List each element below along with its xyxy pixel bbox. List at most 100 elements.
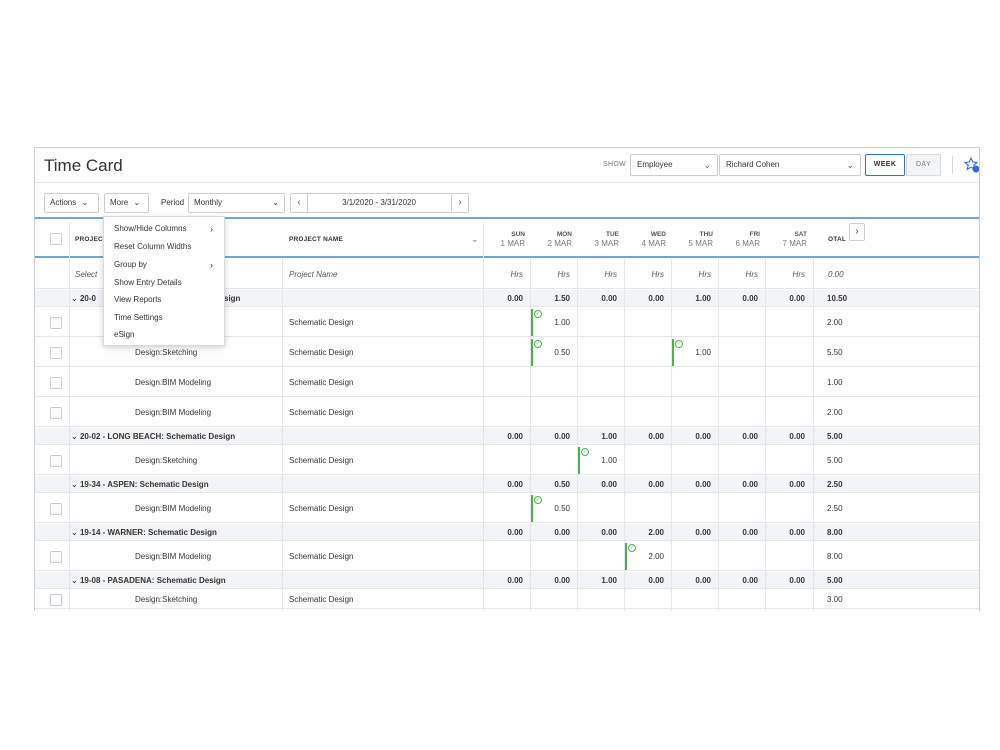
filter-total: 0.00 [828,270,844,279]
employee-select[interactable]: Richard Cohen ⌄ [719,154,861,176]
project-name-cell[interactable]: Schematic Design [289,378,354,387]
day-button[interactable]: DAY [906,154,941,176]
task-cell[interactable]: Design:BIM Modeling [135,504,212,513]
group-row[interactable]: ⌄ 19-08 - PASADENA: Schematic Design 0.00… [35,572,979,589]
period-select-value: Monthly [194,198,223,207]
group-day-total: 0.00 [601,528,617,537]
day-date: 6 MAR [735,239,760,248]
group-total: 10.50 [827,294,848,303]
task-cell[interactable]: Design:Sketching [135,595,198,604]
group-row[interactable]: ⌄ 20-0 sign 0.00 1.50 0.00 0.00 1.00 0.00 0.00 10… [35,290,979,307]
next-period-button[interactable]: › [451,193,469,213]
chevron-down-icon[interactable]: ⌄ [71,294,80,303]
table-row[interactable]: Design:Sketching Schematic Design 1.00 ✓ 5.0… [35,446,979,475]
star-badge-icon[interactable] [963,156,980,174]
column-project-name[interactable]: PROJECT NAME [289,236,344,243]
day-date: 3 MAR [594,239,619,248]
hrs-filter-input[interactable]: Hrs [557,270,570,279]
row-total: 2.00 [827,318,843,327]
table-row[interactable]: Design:BIM Modeling Schematic Design 0.50 ✓… [35,494,979,523]
approved-marker [531,495,533,522]
group-row[interactable]: ⌄ 20-02 - LONG BEACH: Schematic Design 0.… [35,428,979,445]
row-checkbox[interactable] [50,551,62,563]
hrs-filter-input[interactable]: Hrs [792,270,805,279]
row-checkbox[interactable] [50,503,62,515]
task-cell[interactable]: Design:BIM Modeling [135,408,212,417]
row-total: 8.00 [827,552,843,561]
select-all-checkbox[interactable] [50,233,62,245]
project-name-cell[interactable]: Schematic Design [289,408,354,417]
show-select[interactable]: Employee ⌄ [630,154,718,176]
chevron-down-icon[interactable]: ⌄ [71,576,80,585]
prev-period-button[interactable]: ‹ [290,193,308,213]
chevron-down-icon[interactable]: ⌄ [471,234,479,244]
divider [577,259,578,611]
column-total[interactable]: OTAL [828,236,847,243]
menu-item-show-hide-columns[interactable]: Show/Hide Columns › [114,224,213,234]
hours-cell[interactable]: 2.00 [648,552,664,561]
table-row[interactable]: Design:BIM Modeling Schematic Design 2.00 [35,398,979,427]
row-checkbox[interactable] [50,594,62,606]
date-range: 3/1/2020 - 3/31/2020 [307,193,451,213]
task-cell[interactable]: Design:BIM Modeling [135,378,212,387]
column-project[interactable]: PROJEC [75,236,103,243]
task-cell[interactable]: Design:Sketching [135,348,198,357]
hrs-filter-input[interactable]: Hrs [745,270,758,279]
group-row[interactable]: ⌄ 19-14 - WARNER: Schematic Design 0.00 0.… [35,524,979,541]
hours-cell[interactable]: 1.00 [601,456,617,465]
day-date: 5 MAR [688,239,713,248]
table-row[interactable]: Design:Sketching Schematic Design 0.50 ✓ 1.0… [35,338,979,367]
hrs-filter-input[interactable]: Hrs [651,270,664,279]
row-checkbox[interactable] [50,407,62,419]
row-checkbox[interactable] [50,455,62,467]
check-circle-icon: ✓ [675,340,683,348]
chevron-down-icon[interactable]: ⌄ [71,480,80,489]
row-checkbox[interactable] [50,377,62,389]
project-name-cell[interactable]: Schematic Design [289,552,354,561]
table-row[interactable]: Design:Sketching Schematic Design 3.00 [35,590,979,609]
project-name-cell[interactable]: Schematic Design [289,348,354,357]
column-header-row: PROJEC PROJECT NAME ⌄ SUN 1 MAR MON 2 MAR TU… [35,221,979,258]
table-row[interactable]: Design:BIM Modeling Schematic Design 2.00 ✓… [35,542,979,571]
project-name-cell[interactable]: Schematic Design [289,504,354,513]
hours-cell[interactable]: 1.00 [554,318,570,327]
project-name-cell[interactable]: Schematic Design [289,456,354,465]
chevron-down-icon[interactable]: ⌄ [71,528,80,537]
group-total: 2.50 [827,480,843,489]
group-total: 8.00 [827,528,843,537]
hrs-filter-input[interactable]: Hrs [698,270,711,279]
scroll-days-right-button[interactable]: › [849,223,865,241]
actions-dropdown[interactable]: Actions ⌄ [44,193,99,213]
approved-marker [578,447,580,474]
menu-item-time-settings[interactable]: Time Settings [114,313,163,322]
menu-item-group-by[interactable]: Group by › [114,260,213,270]
menu-item-show-entry-details[interactable]: Show Entry Details [114,278,182,287]
project-name-cell[interactable]: Schematic Design [289,595,354,604]
hours-cell[interactable]: 0.50 [554,348,570,357]
group-row[interactable]: ⌄ 19-34 - ASPEN: Schematic Design 0.00 0.5… [35,476,979,493]
row-checkbox[interactable] [50,317,62,329]
task-cell[interactable]: Design:BIM Modeling [135,552,212,561]
hrs-filter-input[interactable]: Hrs [604,270,617,279]
hours-cell[interactable]: 0.50 [554,504,570,513]
project-name-filter-input[interactable]: Project Name [289,270,338,279]
week-button[interactable]: WEEK [865,154,905,176]
hrs-filter-input[interactable]: Hrs [510,270,523,279]
check-circle-icon: ✓ [628,544,636,552]
row-total: 3.00 [827,595,843,604]
project-name-cell[interactable]: Schematic Design [289,318,354,327]
group-day-total: 0.00 [789,480,805,489]
table-row[interactable]: Design:BIM Modeling Schematic Design 1.00 [35,368,979,397]
hours-cell[interactable]: 1.00 [695,348,711,357]
table-row[interactable]: Schematic Design 1.00 ✓ 2.00 [35,308,979,337]
menu-item-view-reports[interactable]: View Reports [114,295,161,304]
period-select[interactable]: Monthly ⌄ [188,193,285,213]
task-cell[interactable]: Design:Sketching [135,456,198,465]
chevron-down-icon[interactable]: ⌄ [71,432,80,441]
group-day-total: 0.00 [554,432,570,441]
menu-item-reset-column-widths[interactable]: Reset Column Widths [114,242,191,251]
menu-item-esign[interactable]: eSign [114,330,134,339]
project-filter-input[interactable]: Select [75,270,98,279]
more-dropdown[interactable]: More ⌄ [104,193,149,213]
row-checkbox[interactable] [50,347,62,359]
